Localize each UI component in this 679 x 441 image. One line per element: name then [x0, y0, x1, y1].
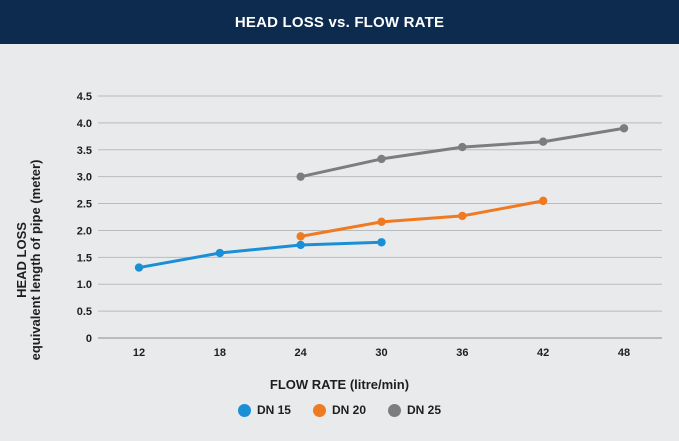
data-point-dn20 [296, 232, 305, 241]
y-axis-label-line1: HEAD LOSS [14, 222, 29, 298]
y-tick-label: 2.0 [77, 225, 92, 237]
y-axis-label-line2: equivalent length of pipe (meter) [28, 159, 43, 361]
x-tick-label: 42 [537, 347, 549, 359]
x-tick-label: 18 [214, 347, 226, 359]
title-bar: HEAD LOSS vs. FLOW RATE [0, 0, 679, 44]
y-axis-label: HEAD LOSS equivalent length of pipe (met… [14, 160, 44, 361]
data-point-dn25 [377, 154, 386, 164]
y-tick-label: 1.5 [77, 252, 92, 264]
data-point-dn25 [458, 142, 467, 152]
x-tick-label: 24 [295, 347, 308, 359]
data-point-dn25 [296, 172, 305, 181]
y-tick-label: 4.0 [77, 118, 92, 130]
y-tick-label: 2.5 [77, 199, 92, 211]
legend-item-dn15: DN 15 [237, 403, 291, 417]
data-point-dn20 [538, 196, 548, 206]
chart-plot-area: 0 0.5 1.0 1.5 2.0 2.5 3.0 3.5 4.0 4.5 12 18 24 30 36 42… [77, 91, 662, 359]
data-point-dn25 [538, 137, 548, 146]
data-point-dn15 [296, 240, 305, 250]
chart-title: HEAD LOSS vs. FLOW RATE [234, 13, 445, 31]
data-point-dn25 [619, 124, 629, 133]
data-point-dn15 [215, 248, 225, 258]
y-tick-label: 3.0 [77, 172, 92, 184]
series-line-dn15 [138, 240, 382, 270]
series-line-dn20 [300, 199, 544, 238]
x-tick-label: 36 [456, 347, 468, 359]
y-tick-label: 1.0 [77, 279, 92, 291]
y-tick-label: 3.5 [77, 145, 92, 157]
data-point-dn20 [458, 211, 467, 221]
legend: DN 15 DN 20 DN 25 [0, 403, 679, 417]
y-tick-label: 4.5 [77, 91, 92, 103]
legend-label-dn25: DN 25 [407, 403, 442, 417]
data-point-dn15 [377, 238, 386, 247]
legend-marker-dn15 [237, 403, 251, 417]
series-line-dn25 [300, 126, 625, 179]
legend-item-dn20: DN 20 [312, 403, 366, 417]
legend-item-dn25: DN 25 [388, 403, 441, 417]
legend-label-dn15: DN 15 [256, 403, 291, 417]
x-axis-label: FLOW RATE (litre/min) [269, 377, 410, 392]
legend-marker-dn25 [388, 403, 401, 417]
x-tick-label: 30 [375, 347, 387, 359]
x-tick-label: 48 [618, 347, 630, 359]
y-tick-label: 0.5 [77, 306, 92, 318]
data-point-dn15 [134, 263, 144, 272]
x-tick-label: 12 [133, 347, 145, 359]
legend-marker-dn20 [312, 403, 326, 417]
data-point-dn20 [377, 217, 386, 227]
legend-label-dn20: DN 20 [331, 403, 366, 417]
y-tick-label: 0 [86, 333, 92, 345]
